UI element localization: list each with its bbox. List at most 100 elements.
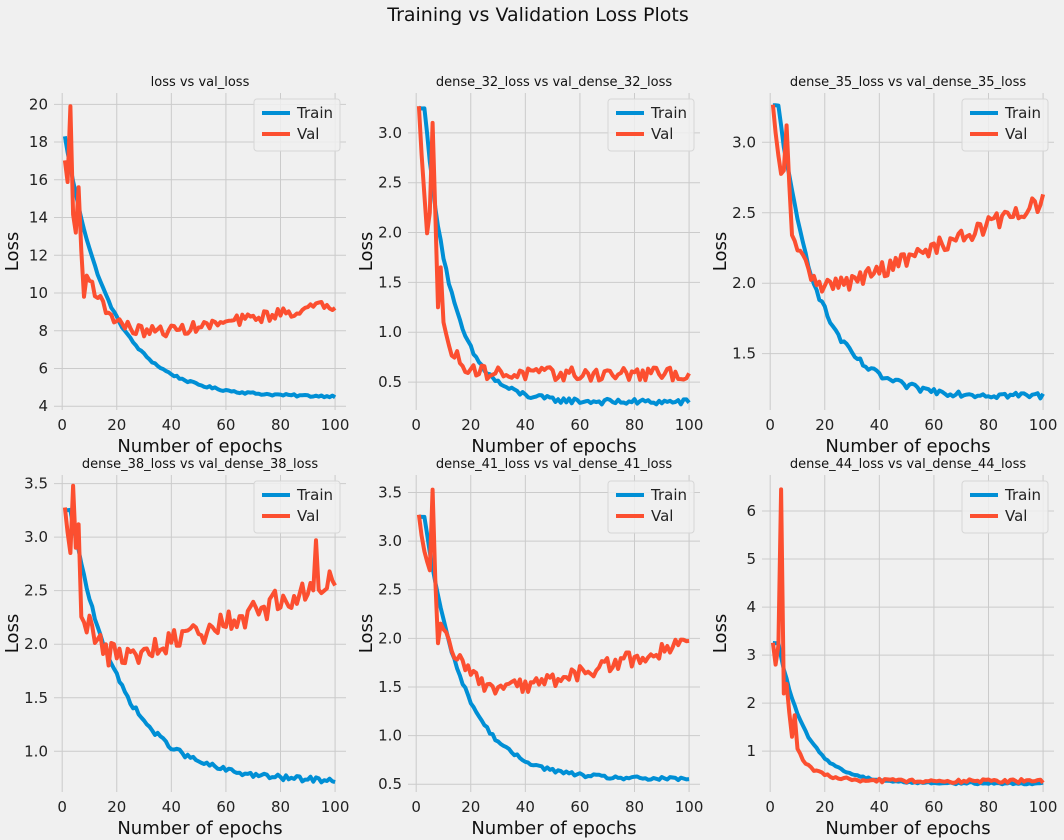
- y-tick-label: 2.5: [732, 204, 756, 222]
- x-tick-label: 100: [321, 416, 350, 434]
- y-tick-label: 4: [38, 397, 48, 415]
- x-tick-label: 60: [924, 798, 943, 816]
- subplot-3: 0 20 40 60 80 100 1.5 2.0 2.5 3.0 dense_35_loss vs…: [710, 75, 1057, 457]
- subplot-title: dense_32_loss vs val_dense_32_loss: [436, 75, 673, 90]
- series-line-val: [770, 487, 1045, 785]
- y-tick-label: 3.0: [378, 124, 402, 142]
- y-axis-label: Loss: [2, 232, 23, 271]
- x-tick-label: 40: [870, 798, 889, 816]
- series-line-val: [62, 104, 337, 339]
- y-tick-label: 2.0: [732, 274, 756, 292]
- y-tick-label: 1.0: [24, 742, 48, 760]
- x-tick-label: 60: [216, 416, 235, 434]
- x-axis-label: Number of epochs: [117, 436, 282, 457]
- y-tick-label: 2.5: [378, 174, 402, 192]
- series-line-val: [416, 487, 690, 696]
- x-tick-label: 80: [979, 798, 998, 816]
- x-tick-label: 20: [815, 416, 834, 434]
- x-tick-label: 100: [1029, 416, 1058, 434]
- y-tick-label: 2.0: [378, 224, 402, 242]
- subplot-title: loss vs val_loss: [151, 75, 250, 90]
- legend-label-val: Val: [297, 507, 319, 525]
- subplot-5: 0 20 40 60 80 100 0.5 1.0 1.5 2.0 2.5 3.0 3.5 dense_4…: [356, 457, 703, 839]
- y-tick-label: 10: [29, 284, 48, 302]
- x-tick-label: 20: [461, 416, 480, 434]
- y-tick-label: 1.5: [378, 273, 402, 291]
- legend-label-val: Val: [297, 125, 319, 143]
- y-tick-label: 0.5: [378, 775, 402, 793]
- y-tick-label: 2.0: [378, 629, 402, 647]
- x-axis-label: Number of epochs: [117, 818, 282, 839]
- y-tick-label: 3.0: [24, 528, 48, 546]
- x-tick-label: 80: [625, 798, 644, 816]
- x-tick-label: 0: [57, 798, 67, 816]
- x-tick-label: 100: [675, 798, 704, 816]
- x-tick-label: 60: [570, 798, 589, 816]
- legend-label-val: Val: [651, 125, 673, 143]
- subplot-title: dense_35_loss vs val_dense_35_loss: [790, 75, 1027, 90]
- legend-label-val: Val: [1005, 507, 1027, 525]
- legend-label-train: Train: [650, 104, 687, 122]
- figure-title: Training vs Validation Loss Plots: [386, 4, 688, 26]
- series-line-val: [770, 104, 1046, 294]
- y-tick-label: 5: [746, 550, 756, 568]
- series-line-val: [416, 106, 691, 383]
- x-tick-label: 60: [924, 416, 943, 434]
- y-tick-label: 1: [746, 742, 756, 760]
- x-tick-label: 40: [516, 798, 535, 816]
- legend: Train Val: [607, 98, 695, 152]
- x-axis-label: Number of epochs: [825, 436, 990, 457]
- subplot-2: 0 20 40 60 80 100 0.5 1.0 1.5 2.0 2.5 3.0 dense_32_l…: [356, 75, 703, 457]
- x-tick-label: 0: [765, 798, 775, 816]
- y-tick-label: 3.5: [378, 484, 402, 502]
- y-axis-label: Loss: [710, 614, 731, 653]
- y-tick-label: 3.5: [24, 475, 48, 493]
- y-tick-label: 8: [38, 322, 48, 340]
- x-tick-label: 0: [765, 416, 775, 434]
- subplot-title: dense_38_loss vs val_dense_38_loss: [82, 457, 319, 472]
- y-tick-label: 1.0: [378, 727, 402, 745]
- x-tick-label: 100: [321, 798, 350, 816]
- x-tick-label: 0: [411, 416, 421, 434]
- x-tick-label: 40: [162, 798, 181, 816]
- x-axis-label: Number of epochs: [471, 436, 636, 457]
- subplot-6: 0 20 40 60 80 100 1 2 3 4 5 6 dense_44_loss vs val_d…: [710, 457, 1057, 839]
- x-tick-label: 20: [107, 416, 126, 434]
- y-tick-label: 2: [746, 694, 756, 712]
- x-tick-label: 40: [162, 416, 181, 434]
- y-tick-label: 2.5: [24, 582, 48, 600]
- x-tick-label: 80: [979, 416, 998, 434]
- x-tick-label: 100: [675, 416, 704, 434]
- y-axis-label: Loss: [710, 232, 731, 271]
- y-tick-label: 1.5: [24, 689, 48, 707]
- legend-label-train: Train: [296, 104, 333, 122]
- x-tick-label: 0: [57, 416, 67, 434]
- legend-label-train: Train: [1004, 104, 1041, 122]
- series-line-train: [418, 105, 691, 407]
- y-tick-label: 3: [746, 646, 756, 664]
- x-tick-label: 40: [870, 416, 889, 434]
- legend: Train Val: [253, 98, 341, 152]
- y-tick-label: 3.0: [732, 133, 756, 151]
- subplot-1: 0 20 40 60 80 100 4 6 8 10 12 14 16 18 20 loss vs val_l…: [2, 75, 349, 457]
- legend-label-train: Train: [1004, 486, 1041, 504]
- series-line-val: [62, 483, 337, 668]
- x-tick-label: 100: [1029, 798, 1058, 816]
- x-tick-label: 20: [107, 798, 126, 816]
- legend: Train Val: [607, 480, 695, 534]
- series-line-train: [772, 103, 1045, 401]
- legend: Train Val: [961, 480, 1049, 534]
- x-tick-label: 40: [516, 416, 535, 434]
- x-tick-label: 60: [570, 416, 589, 434]
- series-line-train: [418, 514, 690, 783]
- legend-label-train: Train: [296, 486, 333, 504]
- x-tick-label: 20: [815, 798, 834, 816]
- y-tick-label: 1.5: [732, 345, 756, 363]
- y-tick-label: 20: [29, 95, 48, 113]
- y-tick-label: 1.0: [378, 323, 402, 341]
- y-tick-label: 0.5: [378, 373, 402, 391]
- y-tick-label: 3.0: [378, 532, 402, 550]
- subplot-title: dense_41_loss vs val_dense_41_loss: [436, 457, 673, 472]
- x-tick-label: 80: [625, 416, 644, 434]
